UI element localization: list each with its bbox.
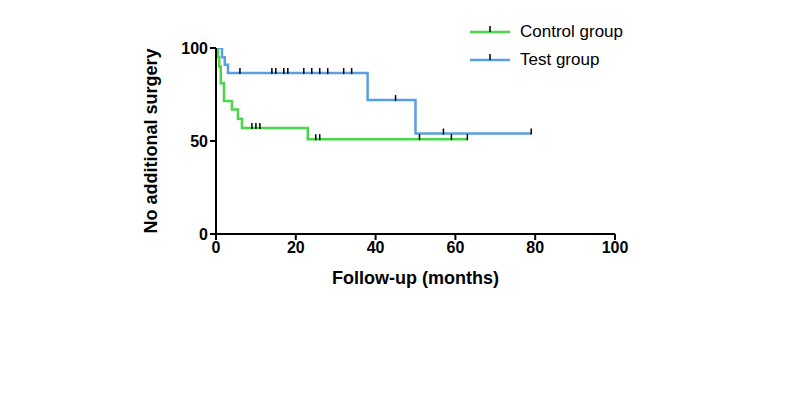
svg-text:0: 0 <box>199 226 208 243</box>
svg-text:50: 50 <box>190 133 208 150</box>
html-text:Control group: Control group <box>520 22 623 41</box>
svg-text:No additional surgery: No additional surgery <box>141 48 161 233</box>
svg-text:40: 40 <box>367 239 385 256</box>
html-text:Test group: Test group <box>520 50 600 69</box>
svg-text:80: 80 <box>526 239 544 256</box>
svg-text:20: 20 <box>287 239 305 256</box>
svg-text:100: 100 <box>181 40 208 57</box>
svg-text:100: 100 <box>602 239 629 256</box>
svg-text:Follow-up (months): Follow-up (months) <box>332 268 499 288</box>
svg-text:60: 60 <box>447 239 465 256</box>
svg-text:0: 0 <box>212 239 221 256</box>
